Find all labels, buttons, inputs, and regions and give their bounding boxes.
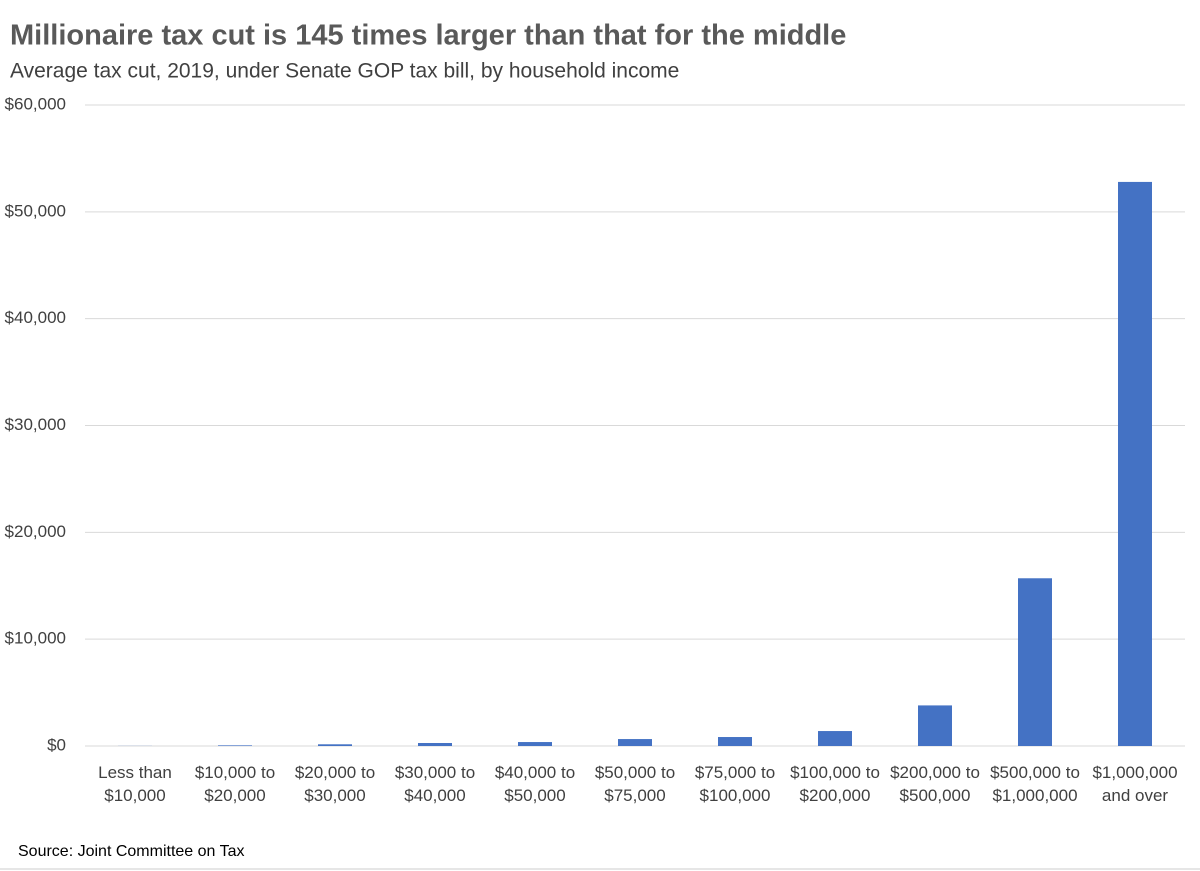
bar: [1118, 181, 1152, 747]
chart-title: Millionaire tax cut is 145 times larger …: [10, 20, 846, 52]
y-tick-label: $50,000: [5, 201, 66, 220]
x-tick-label: $50,000 to $75,000: [594, 763, 676, 805]
x-tick-label: $75,000 to $100,000: [694, 763, 776, 805]
bar: [718, 737, 752, 746]
y-tick-label: $0: [47, 735, 66, 754]
x-tick-label: $500,000 to $1,000,000: [990, 763, 1080, 805]
bar: [918, 705, 952, 746]
x-tick-label: $40,000 to $50,000: [494, 763, 576, 805]
x-tick-label: $10,000 to $20,000: [194, 763, 276, 805]
x-tick-label: $30,000 to $40,000: [394, 763, 476, 805]
x-tick-label: $1,000,000 and over: [1092, 763, 1178, 805]
chart-subtitle: Average tax cut, 2019, under Senate GOP …: [10, 60, 679, 83]
bar: [1018, 578, 1052, 746]
bar: [518, 742, 552, 746]
y-tick-label: $10,000: [5, 629, 66, 648]
bar: [418, 743, 452, 746]
bar: [318, 744, 352, 746]
x-tick-label: $100,000 to $200,000: [790, 763, 880, 805]
x-tick-label: $200,000 to $500,000: [890, 763, 980, 805]
x-tick-label: $20,000 to $30,000: [294, 763, 376, 805]
y-tick-label: $60,000: [5, 94, 66, 113]
x-tick-label: Less than $10,000: [98, 763, 172, 805]
bar: [618, 739, 652, 746]
bar: [218, 745, 252, 746]
y-tick-label: $40,000: [5, 308, 66, 327]
source-note: Source: Joint Committee on Tax: [18, 843, 244, 860]
y-tick-label: $20,000: [5, 522, 66, 541]
y-tick-label: $30,000: [5, 415, 66, 434]
bar: [818, 731, 852, 746]
